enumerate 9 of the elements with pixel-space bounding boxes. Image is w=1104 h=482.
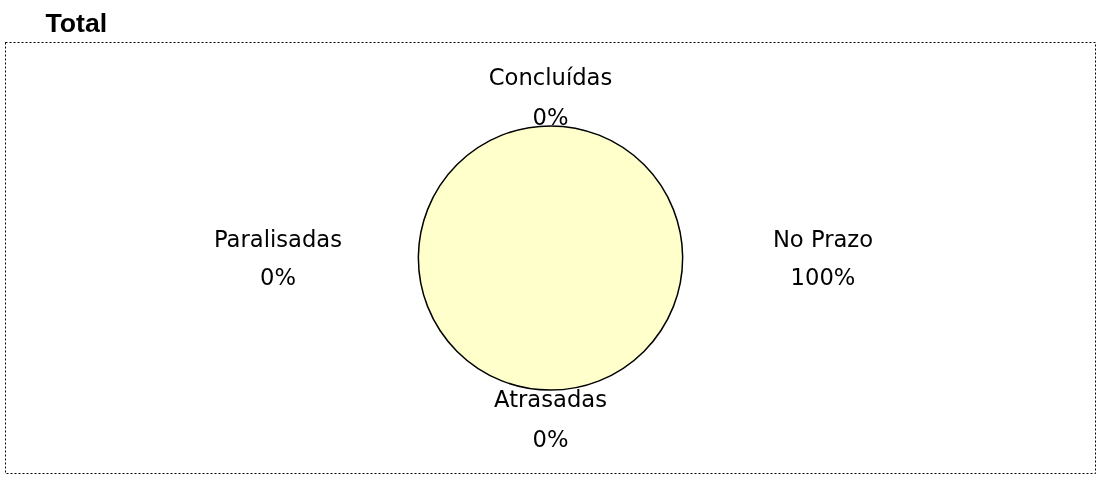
text: 0%: [532, 426, 569, 453]
text: Total: [45, 7, 108, 38]
data-label: 100%: [790, 264, 856, 291]
category-label: Atrasadas: [494, 386, 607, 413]
text: 0%: [260, 264, 296, 291]
text: 0%: [532, 103, 569, 130]
category-label: Paralisadas: [213, 225, 343, 252]
slice-label: No Prazo: [772, 225, 874, 252]
category-label: Concluídas: [488, 63, 613, 90]
